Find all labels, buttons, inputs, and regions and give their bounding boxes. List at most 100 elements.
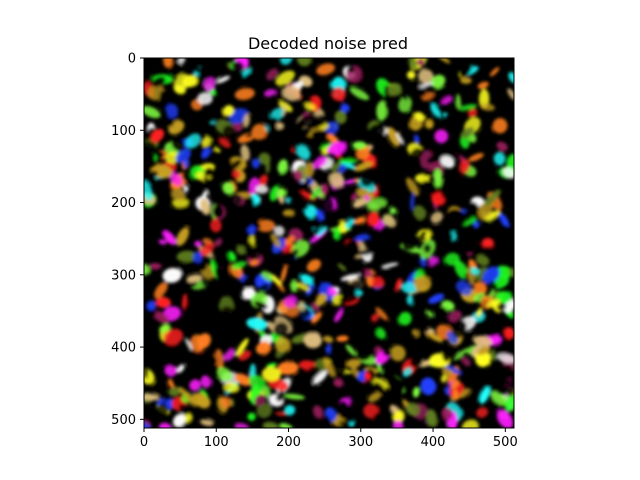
noise-blob (277, 166, 292, 186)
noise-blob (228, 159, 242, 171)
noise-blob (418, 69, 434, 84)
noise-blob (303, 332, 322, 349)
noise-blob (156, 351, 172, 369)
noise-blob (489, 67, 500, 77)
noise-blob (441, 345, 452, 362)
noise-blob (398, 311, 412, 326)
noise-blob (280, 264, 288, 283)
noise-blob (370, 377, 389, 390)
noise-blob (460, 370, 469, 379)
noise-blob (340, 103, 350, 113)
noise-blob (223, 105, 235, 117)
noise-blob (168, 386, 182, 397)
noise-blob (458, 159, 470, 175)
noise-blob (274, 337, 291, 353)
noise-blob (178, 403, 190, 416)
noise-blob (413, 205, 426, 220)
noise-blob (212, 303, 221, 320)
noise-blob (311, 275, 322, 289)
noise-blob (284, 404, 296, 416)
noise-blob (228, 251, 237, 262)
noise-blob (337, 263, 347, 272)
noise-blobs (144, 58, 514, 428)
noise-blob (356, 188, 374, 201)
noise-blob (430, 211, 443, 224)
noise-blob (303, 102, 316, 111)
noise-blob (419, 230, 427, 237)
noise-blob (441, 96, 453, 105)
noise-blob (401, 238, 418, 251)
noise-blob (185, 338, 193, 351)
chart-title: Decoded noise pred (248, 34, 408, 53)
noise-blob (439, 110, 446, 125)
noise-blob (430, 74, 446, 89)
noise-blob (212, 379, 226, 396)
noise-blob (455, 280, 472, 296)
noise-blob (356, 248, 379, 256)
noise-blob (381, 365, 397, 380)
noise-blob (326, 85, 335, 95)
noise-blob (322, 193, 335, 215)
noise-blob (387, 127, 400, 147)
noise-blob (475, 254, 490, 266)
x-tick-label: 100 (204, 435, 229, 450)
noise-blob (266, 362, 277, 369)
noise-blob (222, 181, 235, 195)
noise-blob (266, 68, 279, 81)
noise-blob (450, 379, 460, 390)
noise-blob (461, 356, 471, 367)
noise-blob (181, 173, 193, 185)
y-tick-label: 0 (128, 52, 136, 67)
noise-blob (293, 169, 303, 181)
noise-blob (203, 77, 216, 92)
noise-blob (441, 407, 453, 421)
noise-blob (398, 90, 408, 101)
noise-blob (261, 270, 274, 282)
noise-blob (477, 81, 489, 90)
noise-blob (398, 96, 412, 113)
noise-blob (351, 193, 358, 201)
noise-blob (237, 297, 246, 302)
noise-blob (460, 126, 475, 139)
noise-blob (290, 289, 306, 305)
noise-blob (311, 156, 327, 170)
noise-blob (322, 415, 332, 428)
noise-blob (169, 61, 183, 77)
noise-blob (282, 85, 301, 102)
noise-blob (176, 250, 197, 262)
noise-blob (408, 257, 418, 268)
noise-blob (196, 307, 205, 316)
noise-blob (425, 119, 434, 129)
noise-blob (159, 324, 171, 333)
noise-blob (425, 140, 440, 157)
noise-blob (254, 394, 266, 407)
noise-blob (176, 364, 185, 373)
noise-blob (353, 216, 366, 225)
noise-blob (311, 312, 322, 324)
noise-blob (381, 262, 399, 268)
noise-blob (496, 302, 507, 312)
noise-blob (329, 171, 345, 188)
noise-blob (258, 174, 268, 188)
noise-blob (473, 221, 480, 229)
noise-blob (239, 70, 257, 86)
noise-blob (430, 103, 441, 117)
noise-blob (477, 346, 491, 356)
noise-blob (185, 133, 201, 149)
noise-blob (313, 370, 328, 385)
noise-blob (292, 141, 298, 154)
noise-blob (261, 111, 270, 125)
noise-blob (220, 396, 232, 409)
noise-blob (144, 342, 153, 362)
noise-blob (411, 303, 427, 316)
noise-blob (478, 201, 493, 219)
noise-blob (306, 120, 326, 130)
noise-blob (295, 198, 309, 212)
noise-blob (396, 133, 405, 145)
noise-blob (230, 292, 239, 314)
noise-blob (397, 209, 410, 221)
x-tick-label: 200 (276, 435, 301, 450)
noise-blob (261, 366, 281, 382)
noise-blob (163, 58, 173, 68)
noise-blob (449, 222, 460, 232)
